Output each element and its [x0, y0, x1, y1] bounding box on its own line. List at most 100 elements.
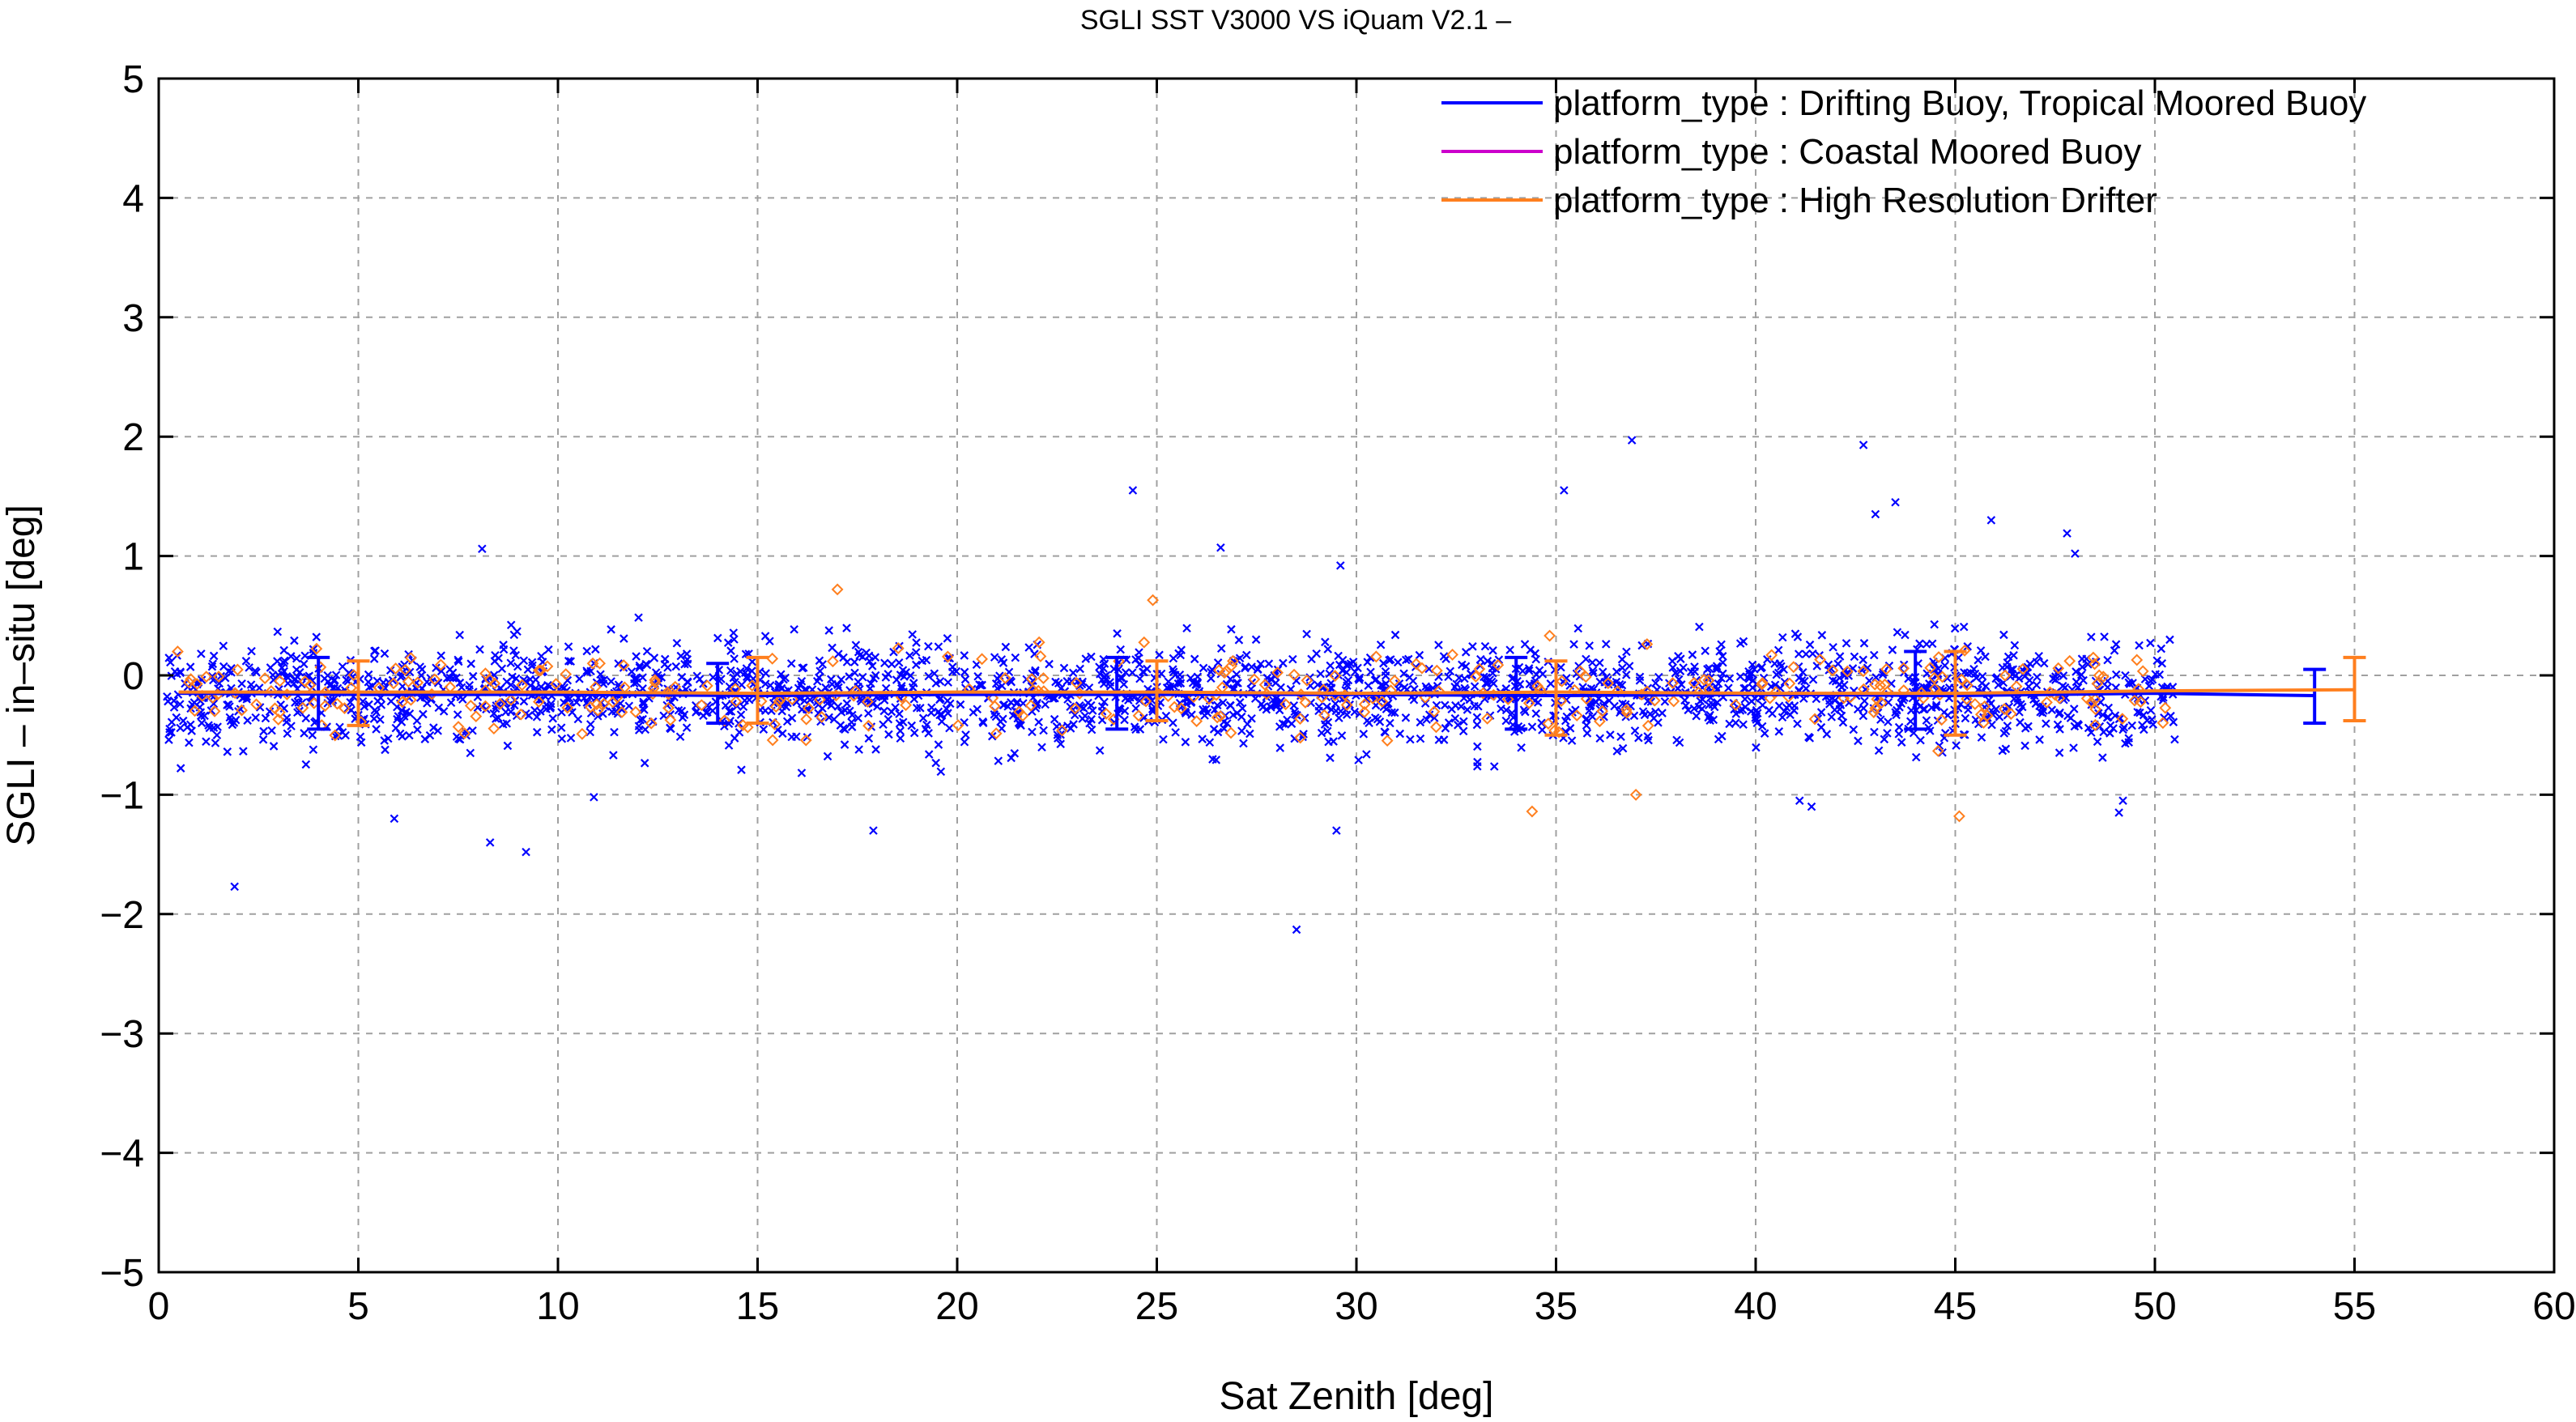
data-point	[1537, 718, 1546, 728]
data-point	[1128, 668, 1137, 677]
data-point	[2152, 656, 2162, 666]
x-tick-label: 25	[1135, 1285, 1178, 1328]
data-point	[773, 682, 783, 692]
data-point	[268, 671, 278, 679]
data-point	[1363, 658, 1372, 666]
data-point	[1132, 709, 1145, 722]
data-point	[576, 727, 589, 740]
data-point	[547, 725, 556, 734]
data-point	[867, 662, 877, 671]
data-point	[171, 645, 184, 658]
data-point	[1223, 719, 1232, 728]
x-tick-label: 10	[536, 1285, 579, 1328]
data-point	[849, 658, 859, 666]
data-point	[645, 717, 658, 730]
data-point	[2146, 705, 2156, 715]
data-point	[889, 647, 898, 657]
data-point	[837, 708, 846, 717]
data-point	[1916, 735, 1925, 745]
data-point	[912, 703, 922, 713]
data-point	[513, 662, 522, 671]
data-point	[2116, 713, 2129, 726]
data-point	[387, 677, 400, 690]
data-point	[2139, 710, 2148, 720]
data-point	[1793, 719, 1802, 729]
data-point	[1039, 726, 1048, 735]
data-point	[1354, 756, 1363, 764]
data-point	[799, 734, 812, 747]
data-point	[1159, 734, 1168, 744]
data-point	[534, 696, 544, 705]
data-point	[433, 726, 442, 735]
data-point	[1943, 674, 1952, 683]
data-point	[943, 654, 952, 662]
data-point	[841, 725, 849, 734]
data-point	[245, 663, 253, 672]
data-point	[1454, 673, 1464, 683]
data-point	[164, 654, 173, 662]
data-point	[824, 713, 833, 722]
data-point	[948, 662, 957, 671]
data-point	[2165, 635, 2174, 645]
data-point	[2133, 708, 2142, 717]
data-point	[405, 730, 414, 740]
data-point	[765, 681, 775, 690]
data-point	[2127, 721, 2136, 730]
data-point	[1689, 680, 1699, 689]
data-point	[1216, 644, 1226, 654]
data-point	[952, 719, 964, 732]
data-point	[572, 698, 581, 707]
data-point	[1199, 663, 1208, 673]
data-point	[1931, 700, 1941, 709]
data-point	[2015, 708, 2024, 717]
data-point	[1373, 714, 1382, 724]
data-point	[918, 713, 928, 723]
error-bar	[1544, 659, 1568, 737]
data-point	[1978, 671, 1987, 681]
data-point	[2094, 709, 2103, 718]
data-point	[296, 701, 309, 714]
data-point	[1461, 662, 1471, 671]
data-point	[2010, 641, 2020, 650]
data-point	[1725, 674, 1735, 683]
data-point	[1224, 726, 1237, 739]
data-point	[869, 674, 879, 683]
data-point	[295, 667, 304, 677]
data-point	[1473, 742, 1482, 751]
data-point	[800, 713, 813, 726]
data-point	[1216, 543, 1225, 552]
data-point	[1595, 734, 1605, 743]
data-point	[884, 730, 893, 739]
data-point	[436, 651, 445, 660]
data-point	[814, 700, 823, 709]
data-point	[1752, 743, 1761, 752]
data-point	[1363, 716, 1372, 726]
data-point	[208, 705, 221, 717]
data-point	[1271, 671, 1279, 681]
data-point	[2009, 650, 2018, 660]
data-point	[575, 675, 584, 683]
data-point	[1105, 678, 1114, 687]
data-point	[1884, 717, 1893, 726]
data-point	[1428, 705, 1441, 718]
data-point	[1010, 749, 1020, 758]
data-point	[1207, 667, 1216, 677]
data-point	[1675, 738, 1684, 747]
data-point	[1128, 486, 1138, 495]
x-tick-label: 40	[1734, 1285, 1777, 1328]
data-point	[1186, 674, 1195, 683]
data-point	[1874, 746, 1884, 756]
data-point	[1171, 728, 1180, 737]
data-point	[943, 678, 953, 687]
data-point	[1353, 663, 1362, 673]
data-point	[620, 634, 628, 643]
data-point	[560, 668, 573, 680]
data-point	[1190, 654, 1199, 664]
data-point	[2052, 662, 2065, 675]
data-point	[1692, 711, 1701, 721]
data-point	[1828, 676, 1837, 685]
data-point	[1037, 672, 1050, 684]
data-point	[1871, 509, 1880, 519]
data-point	[675, 732, 685, 742]
data-point	[1667, 677, 1679, 689]
